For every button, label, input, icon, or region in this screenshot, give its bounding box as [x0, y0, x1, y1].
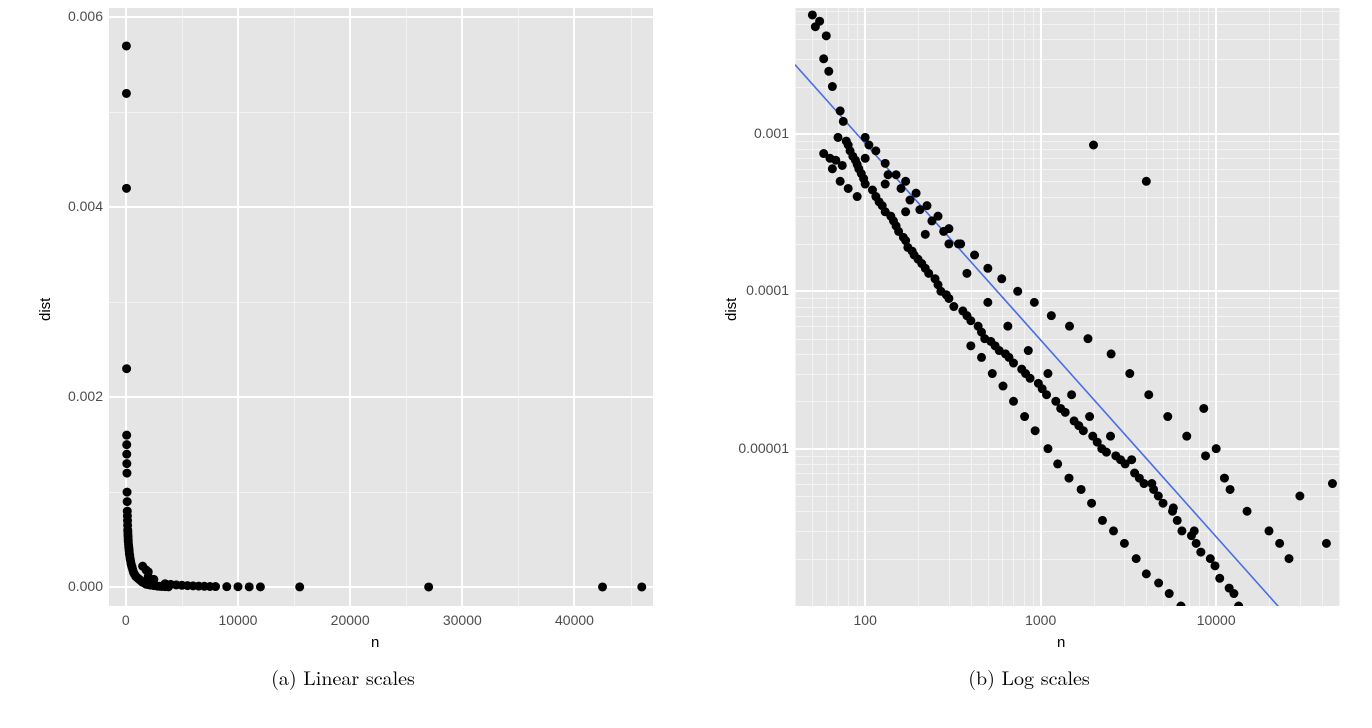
scatter-svg [23, 0, 663, 660]
scatter-svg [709, 0, 1349, 660]
caption-b: (b) Log scales [968, 662, 1090, 691]
plot-a-box: 0100002000030000400000.0000.0020.0040.00… [23, 0, 663, 660]
caption-a: (a) Linear scales [271, 662, 415, 691]
plot-b-box: 1001000100000.000010.00010.001ndist [709, 0, 1349, 660]
panel-a: 0100002000030000400000.0000.0020.0040.00… [0, 0, 686, 728]
figure-wrap: 0100002000030000400000.0000.0020.0040.00… [0, 0, 1372, 728]
panel-b: 1001000100000.000010.00010.001ndist (b) … [686, 0, 1372, 728]
